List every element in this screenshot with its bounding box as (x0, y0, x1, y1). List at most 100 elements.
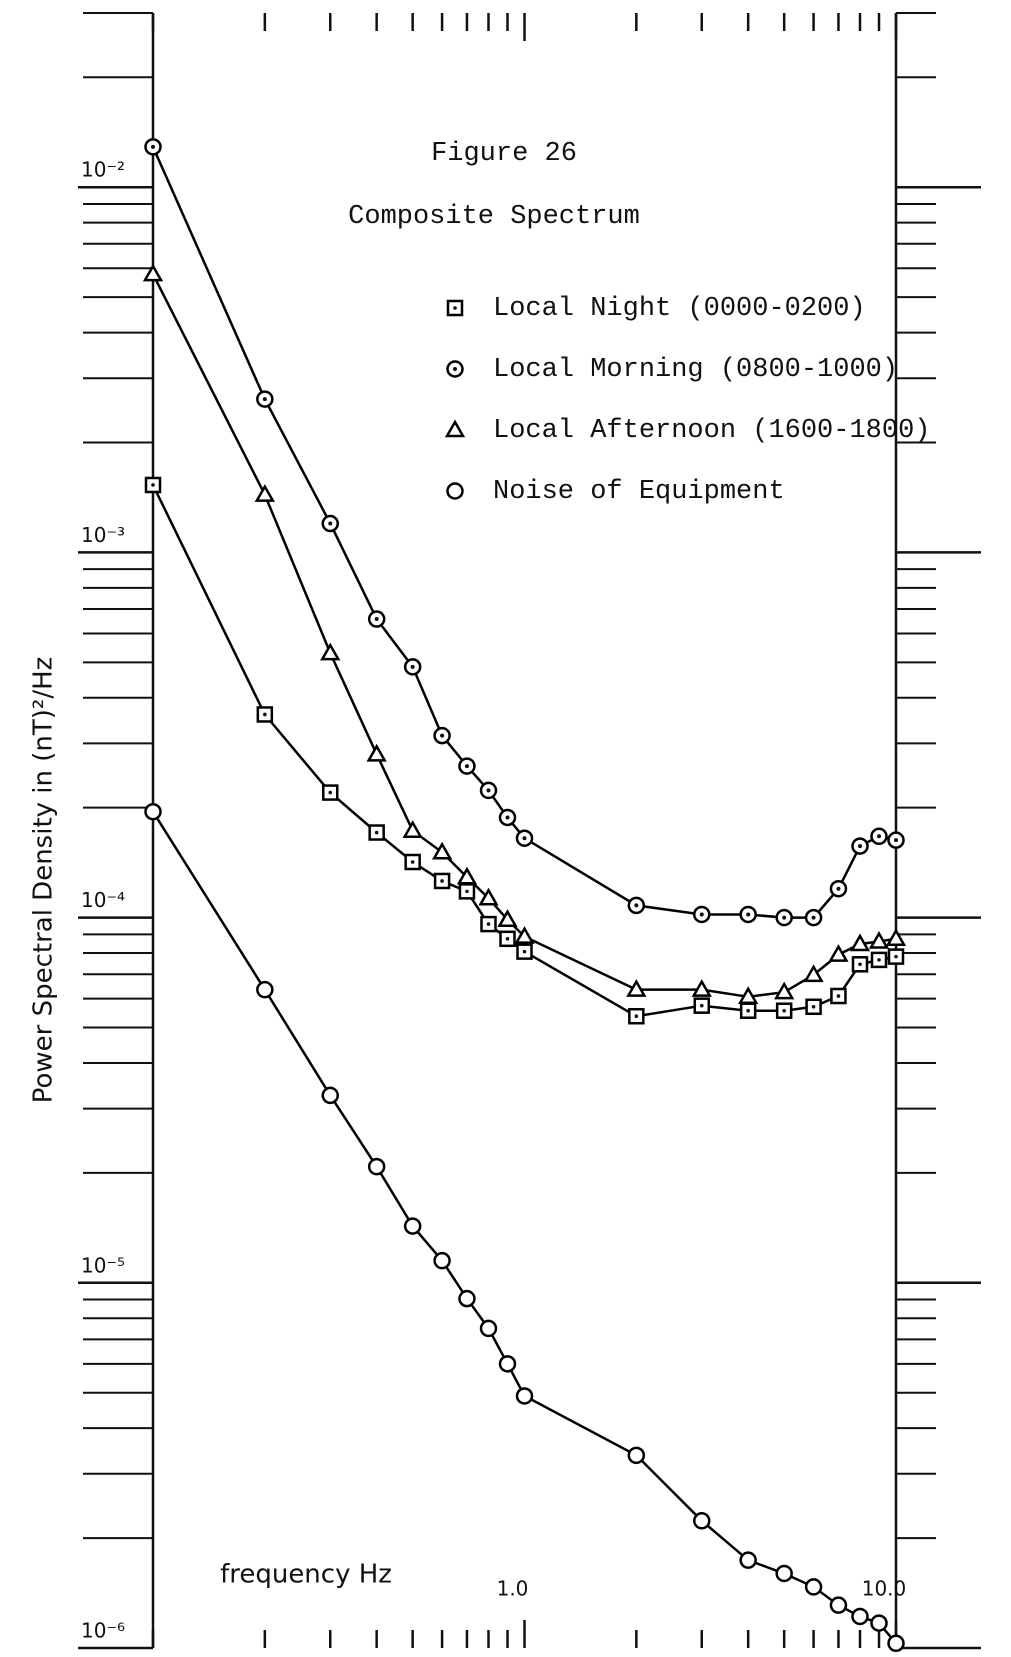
marker-dot (486, 922, 491, 926)
marker (366, 743, 387, 762)
marker (446, 482, 464, 500)
data-point (458, 883, 476, 900)
data-point (887, 831, 905, 849)
marker-dot (374, 830, 379, 835)
data-point (870, 951, 888, 969)
y-tick-label: 10⁻⁵ (81, 1253, 125, 1277)
data-point (478, 887, 499, 906)
marker (693, 1512, 711, 1530)
marker (514, 926, 535, 944)
data-point (885, 928, 907, 947)
data-point (480, 915, 497, 933)
marker-dot (328, 790, 333, 795)
marker (885, 928, 907, 947)
marker (320, 642, 341, 661)
data-point (144, 802, 162, 821)
marker (887, 1634, 905, 1653)
marker-dot (464, 764, 469, 769)
data-point (433, 726, 451, 745)
marker-dot (262, 397, 267, 402)
legend-label: Local Afternoon (1600-1800) (493, 416, 930, 446)
marker (256, 980, 274, 999)
marker (254, 484, 275, 502)
data-point (144, 476, 162, 494)
data-point (403, 658, 422, 676)
marker-dot (894, 954, 898, 959)
data-point (144, 138, 162, 156)
data-point (739, 1002, 757, 1019)
marker (458, 1289, 476, 1308)
marker (775, 1564, 793, 1583)
marker (868, 931, 890, 949)
data-point (626, 979, 647, 997)
marker-dot (453, 306, 457, 310)
data-point (804, 1578, 823, 1596)
marker (849, 933, 871, 952)
marker-dot (522, 949, 527, 954)
marker (870, 1614, 888, 1632)
marker-dot (440, 733, 445, 738)
data-point (402, 820, 423, 838)
data-point (828, 944, 849, 962)
marker (497, 909, 518, 927)
marker-dot (263, 712, 267, 717)
data-point (805, 998, 822, 1016)
marker (691, 979, 712, 997)
marker-dot (486, 788, 491, 793)
data-point (693, 1512, 711, 1530)
marker-dot (746, 1008, 750, 1013)
data-point (497, 909, 518, 927)
data-point (368, 824, 385, 841)
data-point (829, 1596, 848, 1614)
data-point (830, 987, 847, 1005)
y-tick-label: 10⁻³ (81, 523, 125, 547)
data-point (514, 926, 535, 944)
marker (431, 841, 453, 860)
data-point (433, 1251, 451, 1270)
marker (142, 263, 164, 282)
marker-dot (505, 936, 510, 941)
data-point (849, 933, 871, 952)
x-tick-label: 1.0 (497, 1577, 529, 1601)
legend-entry: Local Morning (0800-1000) (446, 355, 898, 385)
marker (456, 866, 478, 885)
marker (828, 944, 849, 962)
legend-label: Noise of Equipment (493, 477, 785, 507)
x-axis-label: frequency Hz (220, 1560, 392, 1590)
data-point (458, 1289, 476, 1308)
data-point (367, 610, 386, 628)
legend-entry: Noise of Equipment (446, 477, 785, 507)
marker-dot (836, 886, 841, 891)
marker-dot (374, 617, 379, 622)
marker-dot (634, 903, 639, 908)
data-point (516, 943, 533, 960)
marker (433, 1251, 451, 1270)
y-tick-label: 10⁻⁴ (81, 888, 125, 912)
marker-dot (782, 915, 787, 920)
marker (515, 1387, 534, 1405)
data-point (515, 1387, 534, 1405)
series-line (151, 146, 897, 919)
marker-dot (811, 915, 816, 920)
data-point (254, 484, 275, 502)
marker-dot (894, 838, 898, 843)
marker-dot (699, 912, 704, 917)
data-point (321, 514, 340, 533)
marker (478, 887, 499, 906)
marker (851, 1607, 869, 1626)
marker-dot (505, 815, 510, 820)
marker-dot (811, 1004, 816, 1009)
marker-dot (453, 367, 457, 371)
data-point (142, 263, 164, 282)
marker-dot (858, 962, 862, 967)
marker (367, 1157, 386, 1176)
marker-dot (782, 1008, 786, 1013)
data-point (739, 1551, 757, 1569)
marker (738, 986, 759, 1005)
data-point (851, 1607, 869, 1626)
data-point (775, 1002, 793, 1019)
marker (403, 1217, 422, 1235)
marker (626, 979, 647, 997)
y-axis-label: Power Spectral Density in (nT)²/Hz (29, 657, 59, 1104)
